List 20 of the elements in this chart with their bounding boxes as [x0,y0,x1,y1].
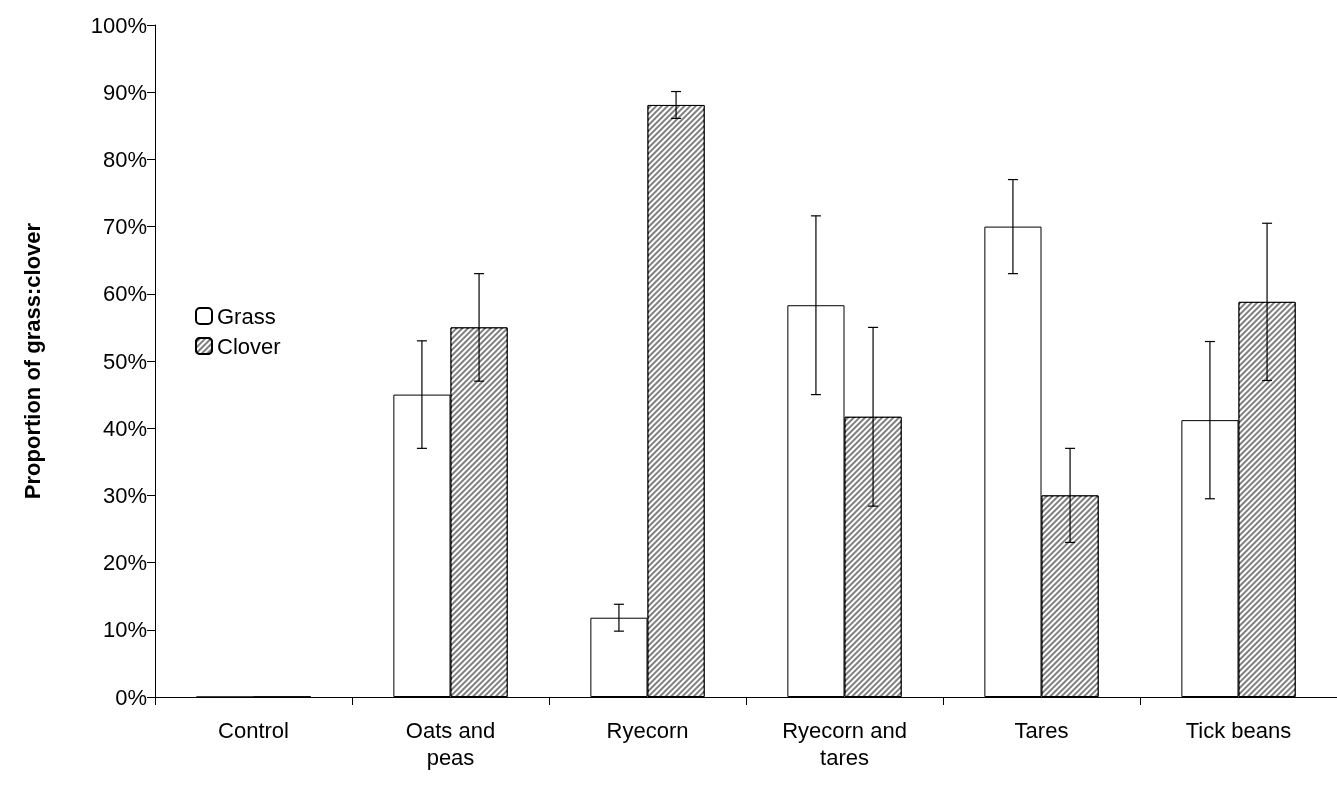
y-tick-label: 80% [102,146,147,172]
x-tick-label: Ryecorn [606,718,689,743]
y-tick-label: 10% [102,617,147,643]
x-tick-label: Oats and peas [405,718,496,770]
y-tick-label: 30% [102,482,147,508]
x-tick-label: Tick beans [1185,718,1292,743]
y-tick-label: 40% [102,415,147,441]
y-tick-label: 20% [102,550,147,576]
x-tick-label: Ryecorn and tares [782,718,907,770]
y-tick-label: 70% [102,214,147,240]
y-tick-label: 90% [102,79,147,105]
x-tick-label: Control [218,718,289,743]
y-tick-label: 50% [102,348,147,374]
y-tick-label: 0% [115,684,147,710]
legend-label: Clover [217,333,281,359]
y-tick-label: 60% [102,281,147,307]
y-axis-title: Proportion of grass:clover [19,222,45,500]
x-tick-label: Tares [1014,718,1069,743]
legend-label: Grass [217,303,276,329]
y-tick-label: 100% [90,12,147,38]
